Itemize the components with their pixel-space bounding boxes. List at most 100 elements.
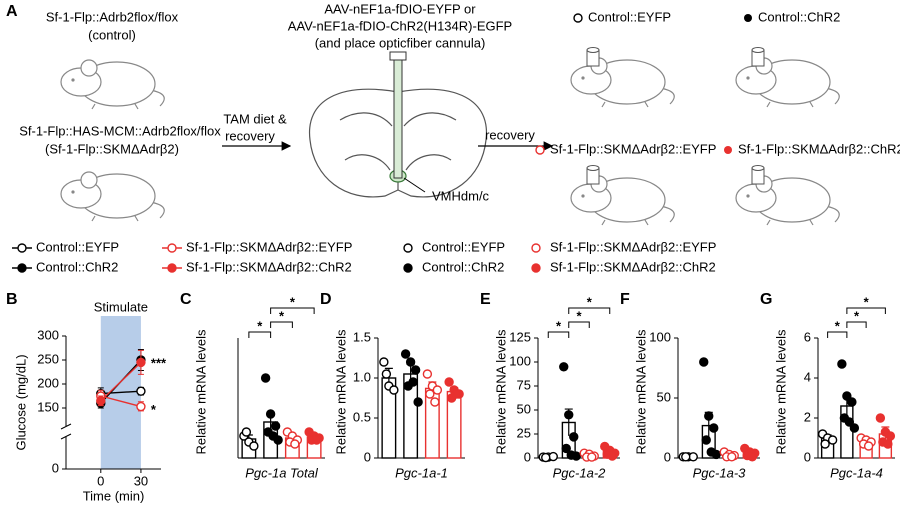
data-point — [136, 357, 146, 368]
data-point — [136, 386, 146, 396]
pointer — [403, 177, 426, 193]
data-point — [883, 439, 893, 449]
y-tick-label: 50 — [517, 401, 531, 416]
data-point — [451, 389, 462, 399]
y-tick-label: 50 — [657, 389, 671, 404]
x-axis-title: Pgc-1a-2 — [553, 465, 607, 480]
significance-bracket — [270, 321, 293, 328]
data-point — [381, 369, 392, 379]
series-line — [100, 395, 142, 408]
step-label: TAM diet & — [223, 111, 287, 126]
data-point — [844, 417, 855, 427]
legend-label: Sf-1-Flp::SKMΔAdrβ2::ChR2 — [186, 259, 352, 274]
x-axis-title: Pgc-1a-3 — [693, 465, 747, 480]
y-tick-label: 0 — [52, 460, 59, 475]
panel-label: D — [320, 291, 332, 308]
legend-marker — [167, 263, 177, 273]
data-point — [260, 373, 271, 383]
y-axis-title: Relative mRNA levels — [193, 329, 208, 454]
data-point — [541, 452, 551, 463]
y-tick-label: 75 — [517, 377, 531, 392]
legend-marker — [167, 243, 177, 253]
data-point — [727, 452, 737, 462]
fiber-ferrule — [389, 51, 407, 61]
mouse-icon — [571, 48, 674, 108]
data-point — [548, 451, 558, 462]
data-point — [311, 435, 322, 445]
injection-label: (and place opticfiber cannula) — [315, 35, 486, 50]
y-tick-label: 25 — [517, 425, 531, 440]
data-point — [587, 452, 597, 462]
series-line — [100, 361, 142, 402]
data-point — [425, 389, 435, 399]
group-label: Sf-1-Flp::SKMΔAdrβ2::EYFP — [550, 141, 716, 156]
significance-label: * — [151, 402, 157, 417]
mouse-icon — [736, 48, 839, 108]
panel-label: F — [620, 291, 630, 308]
injection-label: AAV-nEF1a-fDIO-ChR2(H134R)-EGFP — [288, 18, 512, 33]
data-point — [885, 431, 896, 441]
y-tick-label: 6 — [804, 329, 811, 344]
data-point — [849, 423, 860, 433]
data-point — [699, 357, 709, 367]
y-tick-label: 100 — [509, 353, 531, 368]
data-point — [408, 377, 418, 387]
data-point — [875, 413, 886, 423]
legend-marker — [17, 263, 27, 273]
x-axis-title: Pgc-1a Total — [245, 465, 319, 480]
significance-label: * — [290, 294, 296, 309]
data-point — [389, 385, 399, 395]
legend-marker — [17, 243, 27, 253]
data-point — [249, 441, 259, 451]
significance-bracket — [270, 307, 315, 314]
legend-label: Control::EYFP — [422, 239, 505, 254]
data-point — [444, 377, 454, 387]
x-tick-label: 30 — [134, 473, 148, 488]
data-point — [96, 396, 106, 406]
group-marker — [535, 145, 545, 155]
y-axis-title: Glucose (mg/dL) — [13, 354, 28, 450]
data-point — [559, 362, 569, 372]
significance-bracket — [248, 331, 272, 338]
data-point — [270, 421, 281, 431]
data-point — [273, 435, 283, 445]
data-point — [704, 411, 714, 421]
optic-fiber — [393, 57, 403, 179]
y-tick-label: 0 — [664, 449, 671, 464]
mouse-icon — [60, 171, 165, 222]
group-label: Sf-1-Flp::HAS-MCM::Adrb2flox/flox — [19, 123, 221, 138]
legend-label: Control::ChR2 — [422, 259, 504, 274]
data-point — [827, 435, 838, 445]
data-point — [136, 401, 146, 412]
significance-bracket — [846, 307, 886, 314]
panel-label: G — [760, 291, 772, 308]
data-point — [747, 452, 757, 462]
y-tick-label: 100 — [649, 329, 671, 344]
panel-label: B — [6, 291, 18, 308]
significance-label: * — [587, 294, 593, 309]
data-point — [564, 410, 574, 420]
y-axis-title: Relative mRNA levels — [333, 329, 348, 454]
x-axis-title: Pgc-1a-1 — [395, 465, 448, 480]
y-tick-label: 0 — [524, 449, 531, 464]
data-point — [847, 397, 857, 407]
group-marker — [744, 14, 752, 22]
legend-label: Sf-1-Flp::SKMΔAdrβ2::ChR2 — [550, 259, 716, 274]
data-point — [379, 357, 389, 367]
significance-label: *** — [151, 355, 167, 370]
group-label: (Sf-1-Flp::SKMΔAdrβ2) — [45, 141, 179, 156]
y-tick-label: 150 — [37, 399, 59, 414]
data-point — [681, 452, 691, 462]
series-line — [100, 390, 141, 395]
legend-marker — [531, 263, 541, 273]
data-point — [688, 452, 698, 462]
y-axis-title: Relative mRNA levels — [773, 329, 788, 454]
injection-label: AAV-nEF1a-fDIO-EYFP or — [324, 1, 476, 16]
significance-bracket — [568, 307, 611, 314]
data-point — [265, 409, 276, 419]
data-point — [290, 439, 300, 449]
data-point — [430, 397, 440, 407]
significance-bracket — [827, 331, 848, 338]
group-label: Control::EYFP — [588, 9, 671, 24]
